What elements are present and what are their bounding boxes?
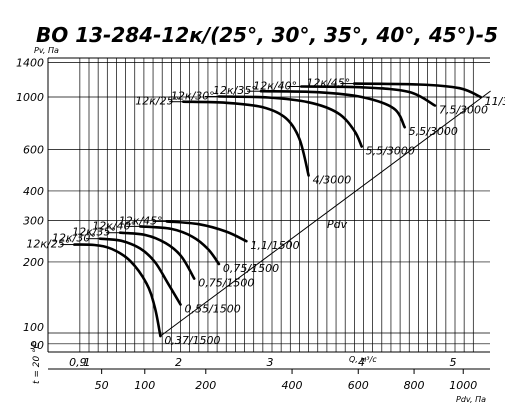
q-tick-label: 2: [175, 356, 182, 369]
q-axis-label: Q, м³/с: [349, 355, 377, 364]
series-label: 12к/30°: [171, 89, 215, 102]
motor-label: 0,55/1500: [185, 303, 241, 316]
curve-1500-4: [138, 225, 221, 266]
q-tick-label: 4: [358, 356, 365, 369]
pdv-line: Pdv: [160, 90, 491, 337]
curve-1500-3: [118, 231, 196, 280]
pdv-axis-label: Pdv, Па: [456, 395, 486, 404]
y-tick-label: 600: [23, 143, 44, 156]
series-label: 12к/45°: [306, 77, 350, 90]
series-label: 12к/25°: [26, 238, 70, 251]
y-tick-label: 200: [23, 256, 44, 269]
pdv-tick-label: 50: [95, 379, 109, 392]
curve-1500-2: [98, 237, 182, 306]
q-tick-label: 0,9: [69, 356, 87, 369]
series-label: 12к/45°: [119, 214, 163, 227]
series-label: 12к/35°: [213, 84, 257, 97]
pdv-tick-label: 200: [195, 379, 216, 392]
series-label: 12к/40°: [253, 79, 297, 92]
motor-label: 4/3000: [313, 173, 352, 186]
q-tick-label: 5: [450, 356, 457, 369]
y-tick-label: 100: [23, 321, 44, 334]
motor-label: 1,1/1500: [250, 239, 299, 252]
curve-1500-5: [165, 220, 248, 243]
performance-curves: 12к/25° 0,37/1500 12к/30° 0,55/1500 12к/35° 0…: [26, 77, 505, 348]
pdv-tick-label: 600: [348, 379, 369, 392]
q-tick-label: 3: [267, 356, 274, 369]
y-axis-label: Pv, Па: [34, 46, 59, 55]
motor-label: 0,37/1500: [164, 334, 220, 347]
y-tick-label: 1400: [16, 57, 44, 70]
axes: [47, 57, 490, 370]
pdv-tick-label: 100: [134, 379, 155, 392]
motor-label: 0,75/1500: [223, 262, 279, 275]
grid-lines: [48, 58, 490, 352]
y-tick-label: 1000: [16, 91, 44, 104]
chart-title: ВО 13-284-12к/(25°, 30°, 35°, 40°, 45°)-…: [36, 23, 498, 47]
curve-3000-1: [181, 100, 310, 177]
y-tick-labels: 1400 1000 600 400 300 200 100 90: [16, 57, 44, 352]
pdv-tick-label: 800: [404, 379, 425, 392]
temperature-label: t = 20 °C: [32, 341, 42, 384]
motor-label: 7,5/3000: [439, 104, 488, 117]
pdv-label: Pdv: [327, 218, 348, 231]
curve-3000-3: [259, 89, 406, 129]
q-tick-label: 1: [84, 356, 91, 369]
series-label: 12к/25°: [135, 95, 179, 108]
pdv-tick-label: 400: [282, 379, 303, 392]
motor-label: 11/3000: [485, 95, 505, 108]
curve-3000-4: [300, 85, 437, 107]
curve-1500-1: [73, 243, 162, 338]
series-label: 12к/35°: [72, 226, 116, 239]
motor-label: 0,75/1500: [198, 277, 254, 290]
pdv-diagonal-line: [160, 90, 491, 337]
series-label: 12к/40°: [92, 219, 136, 232]
pdv-tick-label: 1000: [449, 379, 477, 392]
motor-label: 5,5/3000: [409, 125, 458, 138]
y-tick-label: 400: [23, 185, 44, 198]
q-tick-labels: 0,91 2 3 4 5: [69, 356, 456, 369]
series-label: 12к/30°: [52, 232, 96, 245]
curve-3000-5: [353, 82, 482, 99]
y-tick-label: 300: [23, 214, 44, 227]
curve-3000-2: [217, 95, 363, 148]
pdv-tick-labels: 50 100 200 400 600 800 1000: [95, 369, 477, 392]
y-tick-label: 90: [30, 339, 44, 352]
motor-label: 5,5/3000: [366, 144, 415, 157]
